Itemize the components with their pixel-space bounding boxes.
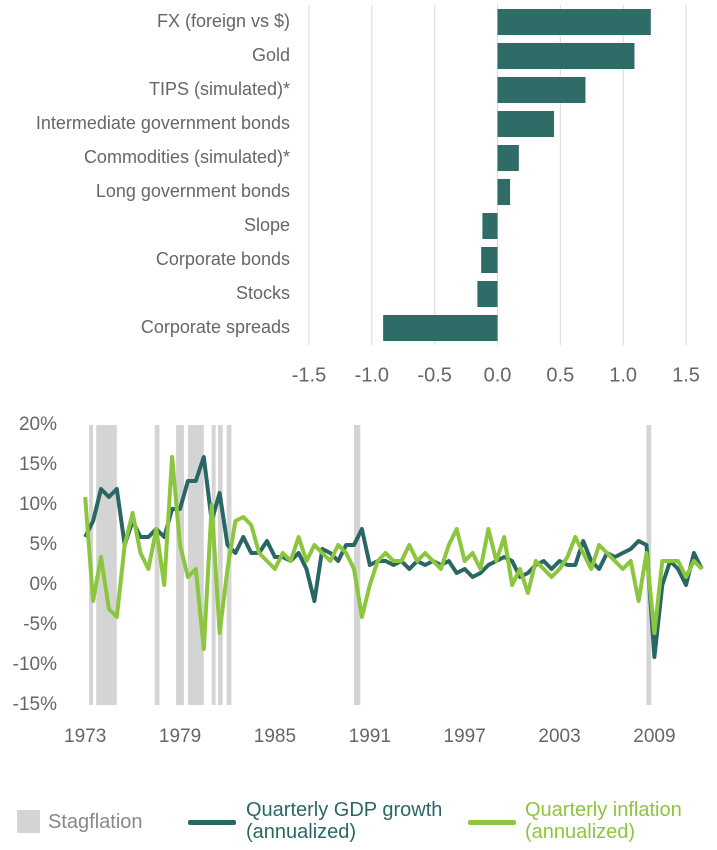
bar xyxy=(481,247,498,273)
legend: Stagflation Quarterly GDP growth (annual… xyxy=(0,795,717,850)
legend-line xyxy=(468,820,516,825)
stagflation-band xyxy=(353,425,361,705)
legend-label: Quarterly inflation (annualized) xyxy=(525,799,682,843)
x-tick-label: 1.0 xyxy=(609,364,637,386)
y-tick-label: 15% xyxy=(19,454,57,475)
y-tick-label: Gold xyxy=(252,45,290,65)
x-tick-label: 1985 xyxy=(254,726,296,747)
y-tick-label: Slope xyxy=(244,215,290,235)
x-tick-label: -1.0 xyxy=(355,364,389,386)
x-tick-label: 1979 xyxy=(159,726,201,747)
series-line xyxy=(83,455,704,659)
bar xyxy=(383,315,498,341)
bar xyxy=(497,179,511,205)
stagflation-swatch xyxy=(17,810,40,833)
y-tick-label: -15% xyxy=(13,694,57,715)
y-tick-label: TIPS (simulated)* xyxy=(149,79,290,99)
x-tick-label: 1973 xyxy=(64,726,106,747)
bar xyxy=(497,77,586,103)
x-tick-label: 0.5 xyxy=(546,364,574,386)
legend-label: Stagflation xyxy=(48,811,143,833)
charts: -1.5 -1.0 -0.5 0.0 0.5 1.0 1.5 FX (foreign vs $… xyxy=(13,5,704,747)
bar xyxy=(497,145,519,171)
x-tick-label: 1997 xyxy=(444,726,486,747)
x-tick-label: 2003 xyxy=(538,726,580,747)
y-tick-label: Corporate bonds xyxy=(156,249,290,269)
y-tick-label: 0% xyxy=(30,574,58,595)
bar xyxy=(497,9,651,35)
stagflation-band xyxy=(154,425,160,705)
y-tick-label: 5% xyxy=(30,534,58,555)
bar xyxy=(497,111,555,137)
y-tick-label: -10% xyxy=(13,654,57,675)
x-tick-label: 0.0 xyxy=(484,364,512,386)
x-tick-label: -0.5 xyxy=(417,364,451,386)
y-tick-label: Corporate spreads xyxy=(141,317,290,337)
y-tick-label: Stocks xyxy=(236,283,290,303)
legend-line xyxy=(188,820,236,825)
bar xyxy=(482,213,498,239)
y-tick-label: -5% xyxy=(23,614,57,635)
y-tick-label: 20% xyxy=(19,414,57,435)
y-tick-label: 10% xyxy=(19,494,57,515)
series-line xyxy=(83,455,704,651)
x-tick-label: 1.5 xyxy=(672,364,700,386)
x-tick-label: 1991 xyxy=(349,726,391,747)
y-tick-label: FX (foreign vs $) xyxy=(157,11,290,31)
stagflation-band xyxy=(217,425,223,705)
bar xyxy=(497,43,635,69)
x-tick-label: -1.5 xyxy=(292,364,326,386)
bar xyxy=(477,281,498,307)
stagflation-band xyxy=(187,425,204,705)
y-tick-label: Commodities (simulated)* xyxy=(84,147,290,167)
x-tick-label: 2009 xyxy=(633,726,675,747)
y-tick-label: Long government bonds xyxy=(96,181,290,201)
y-tick-label: Intermediate government bonds xyxy=(36,113,290,133)
legend-label: Quarterly GDP growth (annualized) xyxy=(246,799,443,843)
stagflation-band xyxy=(176,425,184,705)
